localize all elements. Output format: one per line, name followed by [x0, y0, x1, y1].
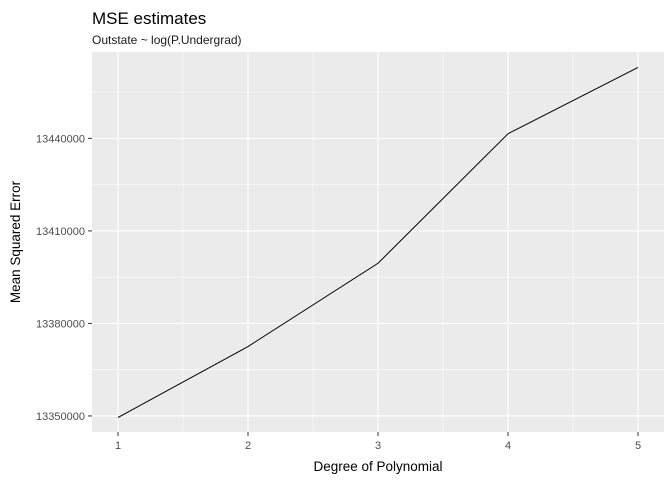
- chart-title: MSE estimates: [92, 9, 206, 28]
- chart-subtitle: Outstate ~ log(P.Undergrad): [92, 33, 242, 47]
- major-gridlines: [92, 52, 664, 432]
- y-axis-title: Mean Squared Error: [8, 180, 23, 303]
- y-tick-label: 13410000: [36, 226, 85, 238]
- x-tick-label: 4: [505, 440, 511, 452]
- y-axis-ticks: 13350000 13380000 13410000 13440000: [36, 133, 92, 423]
- series-line: [117, 66, 639, 418]
- y-tick-label: 13440000: [36, 133, 85, 145]
- y-tick-label: 13350000: [36, 411, 85, 423]
- x-axis-ticks: 1 2 3 4 5: [115, 432, 641, 452]
- y-tick-label: 13380000: [36, 318, 85, 330]
- x-axis-title: Degree of Polynomial: [313, 459, 442, 474]
- x-tick-label: 2: [245, 440, 251, 452]
- x-tick-label: 3: [375, 440, 381, 452]
- x-tick-label: 5: [635, 440, 641, 452]
- series-layer: [117, 66, 639, 418]
- x-tick-label: 1: [115, 440, 121, 452]
